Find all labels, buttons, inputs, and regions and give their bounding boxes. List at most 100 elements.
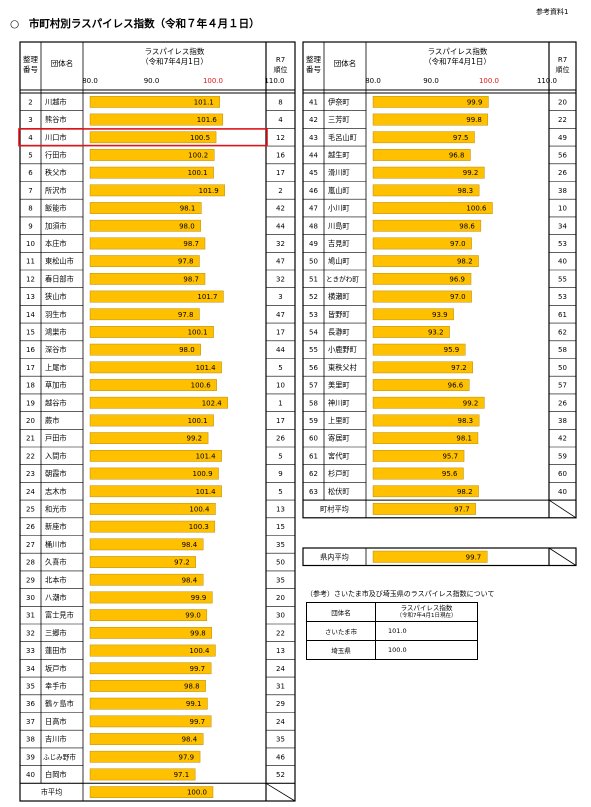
average-bar (89, 786, 214, 799)
index-bar (89, 184, 225, 197)
row-number: 63 (309, 488, 318, 496)
bar-value-label: 98.4 (182, 736, 198, 744)
reference-row-name: さいたま市 (306, 621, 376, 641)
index-bar (89, 149, 215, 161)
municipality-name: 桶川市 (45, 540, 67, 549)
bar-value-label: 98.6 (459, 222, 475, 230)
row-number: 43 (309, 134, 318, 142)
municipality-name: 吉見町 (328, 239, 350, 248)
row-number: 41 (309, 98, 318, 106)
rank-value: 46 (276, 753, 285, 761)
row-number: 11 (26, 258, 35, 266)
rank-value: 13 (276, 647, 285, 655)
rank-value: 59 (558, 452, 567, 460)
index-bar (89, 627, 212, 639)
row-number: 33 (26, 647, 35, 655)
index-bar (89, 520, 216, 533)
rank-value: 32 (276, 275, 285, 283)
index-bar (372, 202, 493, 214)
bar-value-label: 98.2 (457, 258, 473, 266)
rank-value: 38 (558, 187, 567, 195)
row-number: 50 (309, 258, 318, 266)
rank-value: 31 (276, 682, 285, 690)
index-bar (89, 467, 219, 480)
reference-row-value: 100.0 (375, 640, 478, 660)
municipality-name: 横瀬町 (328, 292, 350, 301)
index-bar (372, 467, 464, 480)
bar-value-label: 100.6 (466, 205, 487, 213)
header-no: 番号 (23, 64, 38, 74)
row-number: 62 (309, 470, 318, 478)
bar-value-label: 99.7 (190, 665, 206, 673)
bar-value-label: 100.3 (189, 523, 209, 531)
municipality-name: ふじみ野市 (43, 752, 76, 761)
reference-row-value: 101.0 (375, 621, 478, 641)
header-index-date: （令和7年4月1日） (141, 56, 208, 66)
index-bar (372, 113, 489, 126)
bar-value-label: 98.4 (182, 541, 198, 549)
municipality-name: 鶴ヶ島市 (45, 699, 74, 708)
axis-tick-label: 100.0 (479, 77, 499, 85)
header-rank: R7 (558, 56, 567, 64)
rank-value: 9 (278, 470, 282, 478)
municipality-name: 小川町 (328, 204, 350, 213)
rank-value: 44 (276, 346, 285, 354)
bar-value-label: 98.3 (458, 417, 474, 425)
bar-value-label: 98.0 (179, 222, 195, 230)
rank-value: 29 (276, 700, 285, 708)
index-bar (372, 131, 475, 144)
rank-value: 50 (276, 559, 285, 567)
header-no: 整理 (306, 54, 321, 64)
header-index: ラスパイレス指数 (145, 46, 205, 56)
index-bar (372, 396, 485, 409)
index-bar (372, 361, 473, 374)
municipality-name: 春日部市 (45, 274, 74, 283)
bar-value-label: 99.8 (466, 116, 482, 124)
row-number: 20 (26, 417, 35, 425)
table-frame-1 (302, 41, 577, 519)
municipality-name: 幸手市 (45, 681, 67, 690)
rank-value: 40 (558, 488, 567, 496)
average-label: 町村平均 (320, 504, 349, 513)
rank-value: 44 (276, 222, 285, 230)
index-bar (89, 219, 201, 232)
bar-value-label: 100.2 (188, 151, 208, 159)
rank-value: 26 (558, 399, 567, 407)
rank-value: 57 (558, 382, 567, 390)
row-number: 21 (26, 435, 35, 443)
municipality-name: 熊谷市 (45, 115, 67, 124)
municipality-name: 飯能市 (45, 204, 67, 213)
index-bar (89, 503, 216, 515)
index-bar (372, 184, 480, 197)
bar-value-label: 96.6 (448, 382, 464, 390)
rank-value: 15 (276, 523, 285, 531)
row-number: 47 (309, 205, 318, 213)
bar-value-label: 95.7 (442, 452, 458, 460)
index-bar (372, 432, 479, 445)
bar-value-label: 99.1 (186, 700, 202, 708)
row-number: 3 (28, 116, 32, 124)
rank-value: 49 (558, 134, 567, 142)
bar-value-label: 93.9 (432, 311, 448, 319)
bar-value-label: 98.3 (458, 187, 474, 195)
municipality-name: 松伏町 (328, 487, 350, 496)
index-bar (89, 237, 206, 250)
index-bar (89, 538, 204, 551)
title-text: 市町村別ラスパイレス指数（令和７年４月１日） (28, 18, 260, 30)
axis-tick-label: 80.0 (365, 77, 381, 85)
municipality-name: 行田市 (45, 150, 67, 159)
rank-not-applicable-slash (548, 499, 577, 519)
rank-value: 5 (278, 488, 282, 496)
prefecture-average-frame (302, 547, 577, 567)
index-bar (89, 396, 228, 409)
rank-value: 52 (276, 771, 285, 779)
rank-value: 1 (278, 399, 282, 407)
index-bar (89, 95, 220, 108)
row-number: 31 (26, 612, 35, 620)
index-bar (89, 308, 200, 321)
axis-tick-label: 110.0 (264, 77, 284, 85)
index-bar (372, 485, 479, 498)
row-number: 15 (26, 328, 35, 336)
header-no: 番号 (306, 64, 321, 74)
bar-value-label: 98.7 (183, 275, 199, 283)
